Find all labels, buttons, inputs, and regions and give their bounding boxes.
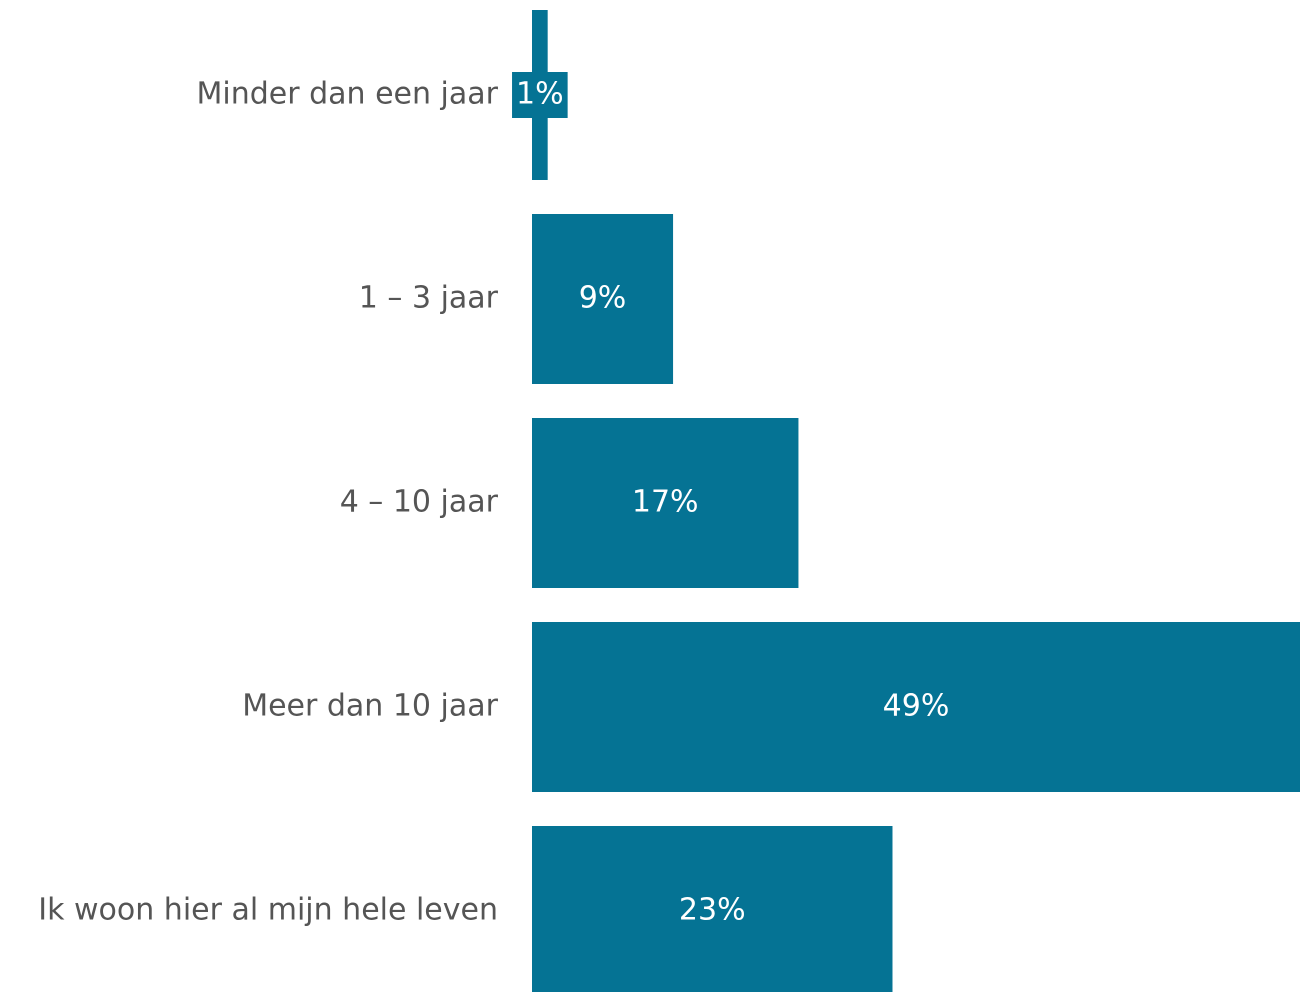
bar — [532, 214, 674, 384]
bar — [532, 826, 893, 996]
bar — [532, 418, 799, 588]
value-label-background — [512, 72, 568, 118]
value-label: 9% — [579, 281, 627, 316]
value-label: 49% — [883, 689, 950, 724]
value-label: 17% — [632, 485, 699, 520]
category-label: Minder dan een jaar — [197, 77, 499, 112]
category-label: 4 – 10 jaar — [340, 485, 499, 520]
category-label: Meer dan 10 jaar — [242, 689, 498, 724]
value-label: 1% — [516, 77, 564, 112]
value-label: 23% — [679, 893, 746, 928]
bar — [532, 622, 1300, 792]
category-label: Ik woon hier al mijn hele leven — [38, 893, 498, 928]
category-label: 1 – 3 jaar — [359, 281, 499, 316]
